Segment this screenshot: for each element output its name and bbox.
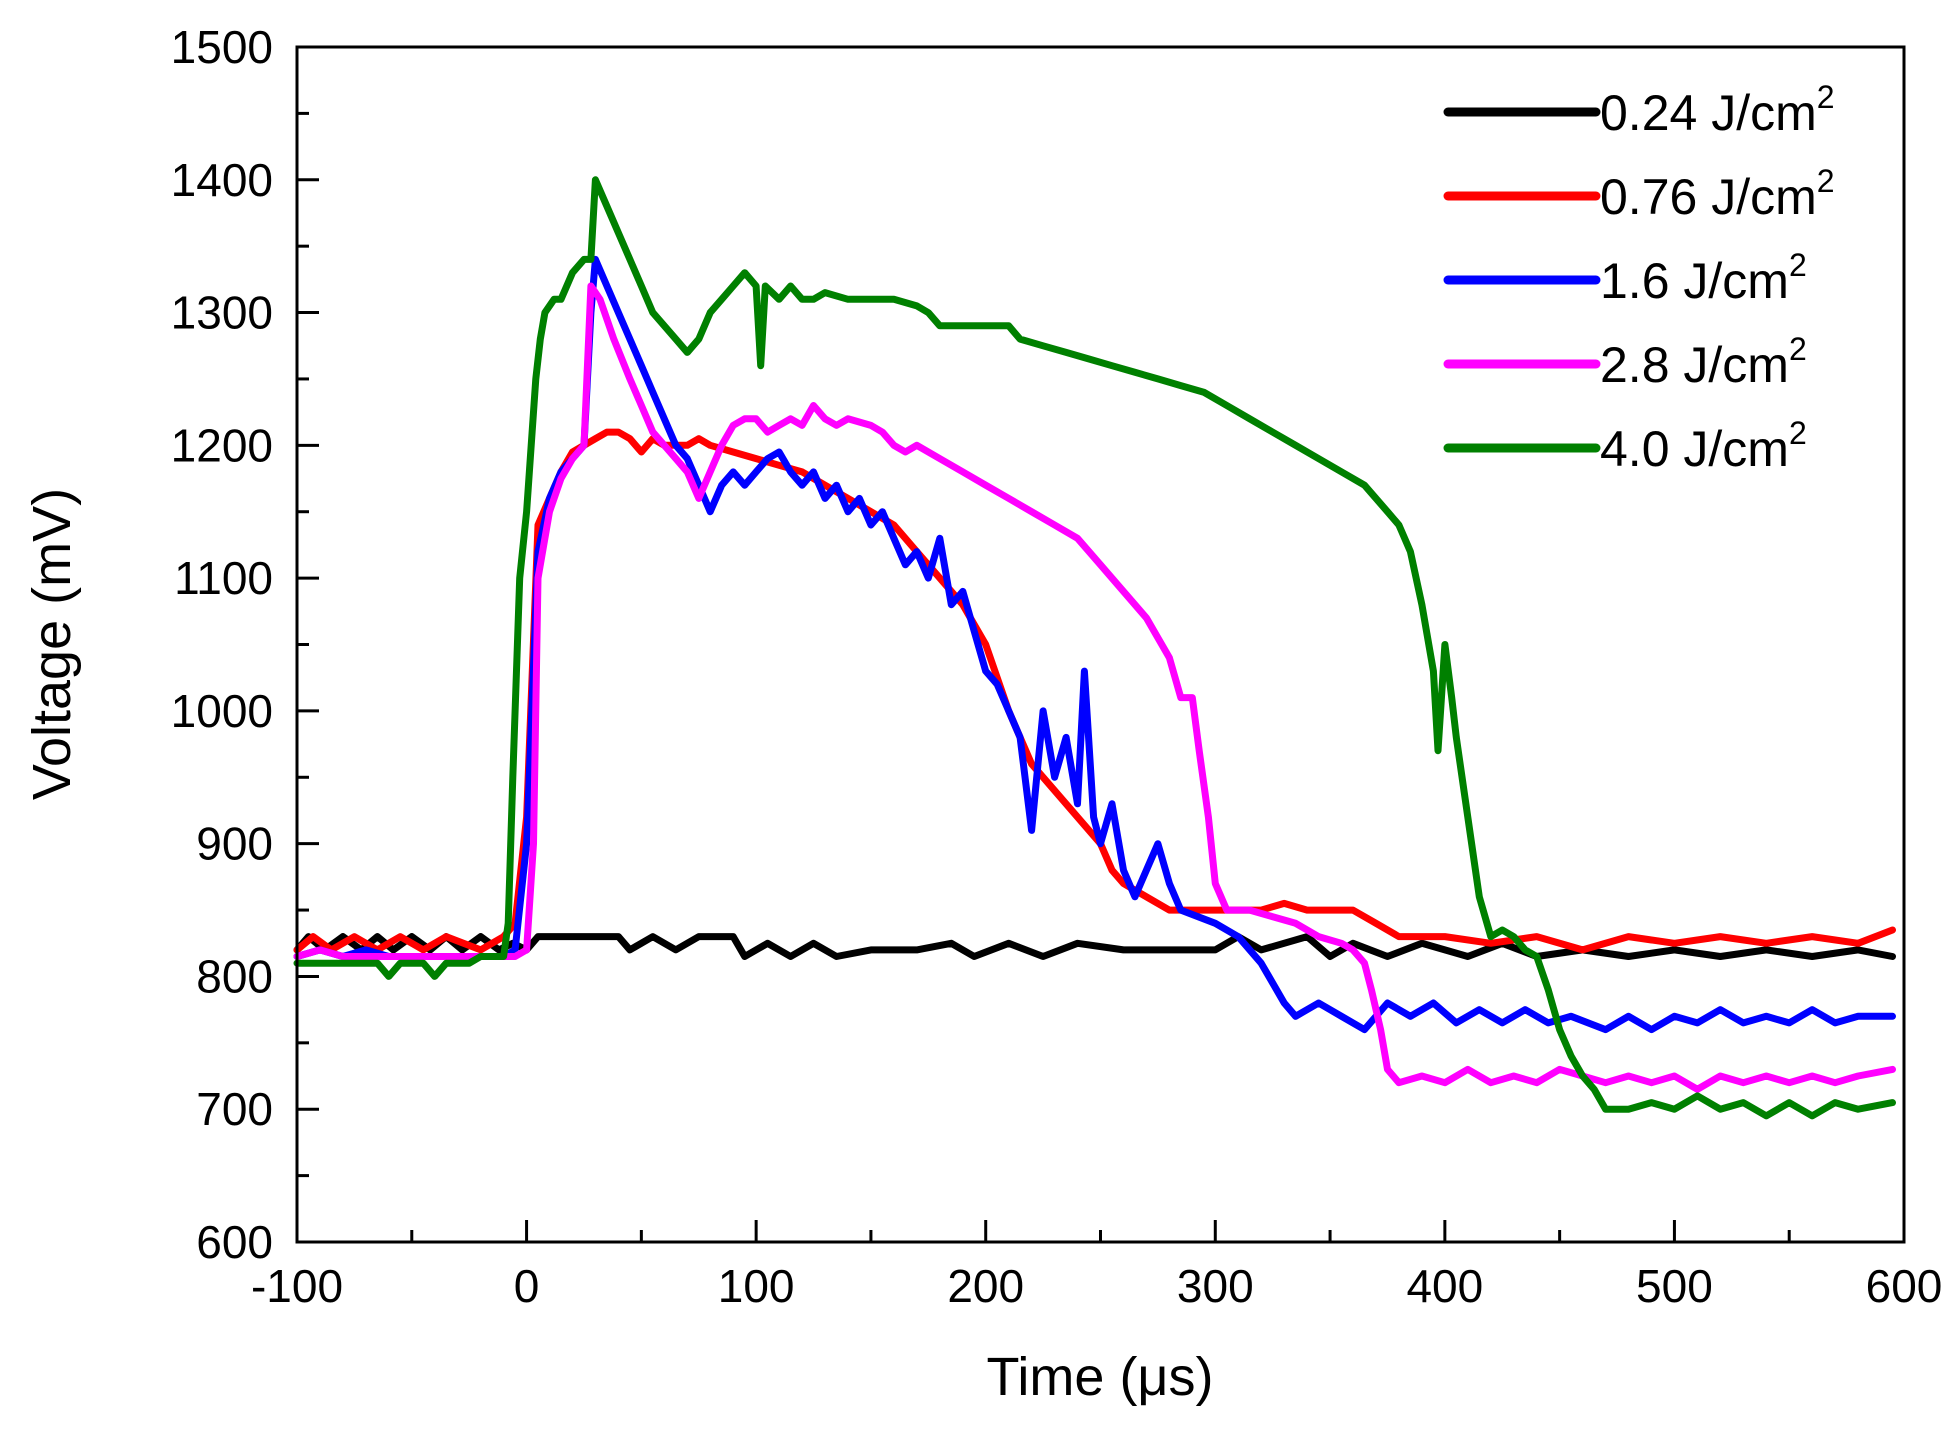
series-line-2-8 xyxy=(293,282,1896,1093)
y-tick-label: 1500 xyxy=(171,21,273,73)
series-line-1-6 xyxy=(293,255,1896,1034)
legend: 0.24 J/cm2 0.76 J/cm2 1.6 J/cm2 2.8 J/cm2 4.… xyxy=(1443,79,1835,477)
x-tick-label: 100 xyxy=(718,1260,795,1312)
y-tick-label: 1100 xyxy=(174,552,273,604)
ticks-layer: -100 0 100 200 300 400 500 600 600 700 800 900 1000 1… xyxy=(171,21,1943,1312)
y-axis-title: Voltage (mV) xyxy=(22,488,82,800)
series-line-4-0 xyxy=(293,176,1896,1120)
x-tick-label: 400 xyxy=(1406,1260,1483,1312)
y-tick-label: 800 xyxy=(196,950,273,1002)
y-tick-label: 1400 xyxy=(171,154,273,206)
y-tick-label: 1000 xyxy=(171,685,273,737)
series-layer xyxy=(293,176,1896,1120)
legend-label: 0.76 J/cm2 xyxy=(1600,163,1835,225)
y-tick-label: 1200 xyxy=(171,419,273,471)
legend-label: 4.0 J/cm2 xyxy=(1600,415,1807,477)
x-tick-label: 600 xyxy=(1866,1260,1943,1312)
x-tick-label: 300 xyxy=(1177,1260,1254,1312)
x-tick-label: 200 xyxy=(947,1260,1024,1312)
x-tick-label: 500 xyxy=(1636,1260,1713,1312)
legend-label: 0.24 J/cm2 xyxy=(1600,79,1835,141)
x-tick-label: 0 xyxy=(514,1260,540,1312)
y-tick-label: 600 xyxy=(196,1216,273,1268)
x-axis-title: Time (μs) xyxy=(986,1347,1213,1407)
y-tick-label: 1300 xyxy=(171,287,273,339)
y-tick-label: 700 xyxy=(196,1083,273,1135)
y-tick-label: 900 xyxy=(196,818,273,870)
legend-label: 2.8 J/cm2 xyxy=(1600,331,1807,393)
legend-label: 1.6 J/cm2 xyxy=(1600,247,1807,309)
x-tick-label: -100 xyxy=(251,1260,343,1312)
